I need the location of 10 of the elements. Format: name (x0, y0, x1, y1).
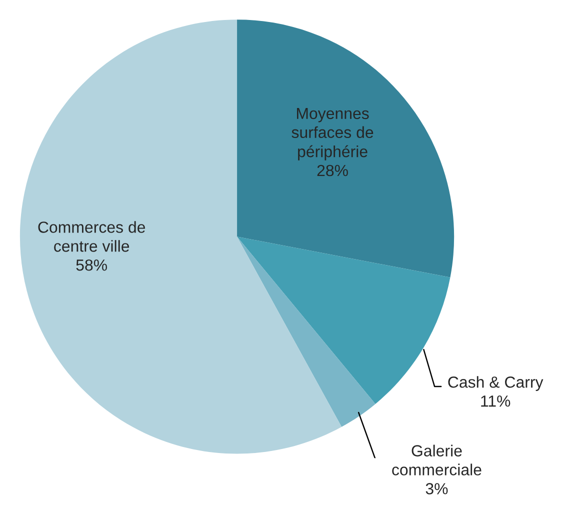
slice-label: Galerie commerciale (392, 444, 482, 476)
data-label: 11% (481, 395, 510, 407)
data-label: 58% (76, 259, 107, 271)
pie-slice (237, 236, 376, 427)
data-label: 3% (426, 483, 448, 494)
slice-label: Cash & Carry (448, 376, 544, 391)
pie-slice (237, 20, 454, 278)
data-label: 28% (317, 164, 348, 176)
slice-label: Commerces de centre ville (38, 221, 146, 252)
slice-label: Moyennes surfaces de périphérie (292, 108, 374, 160)
